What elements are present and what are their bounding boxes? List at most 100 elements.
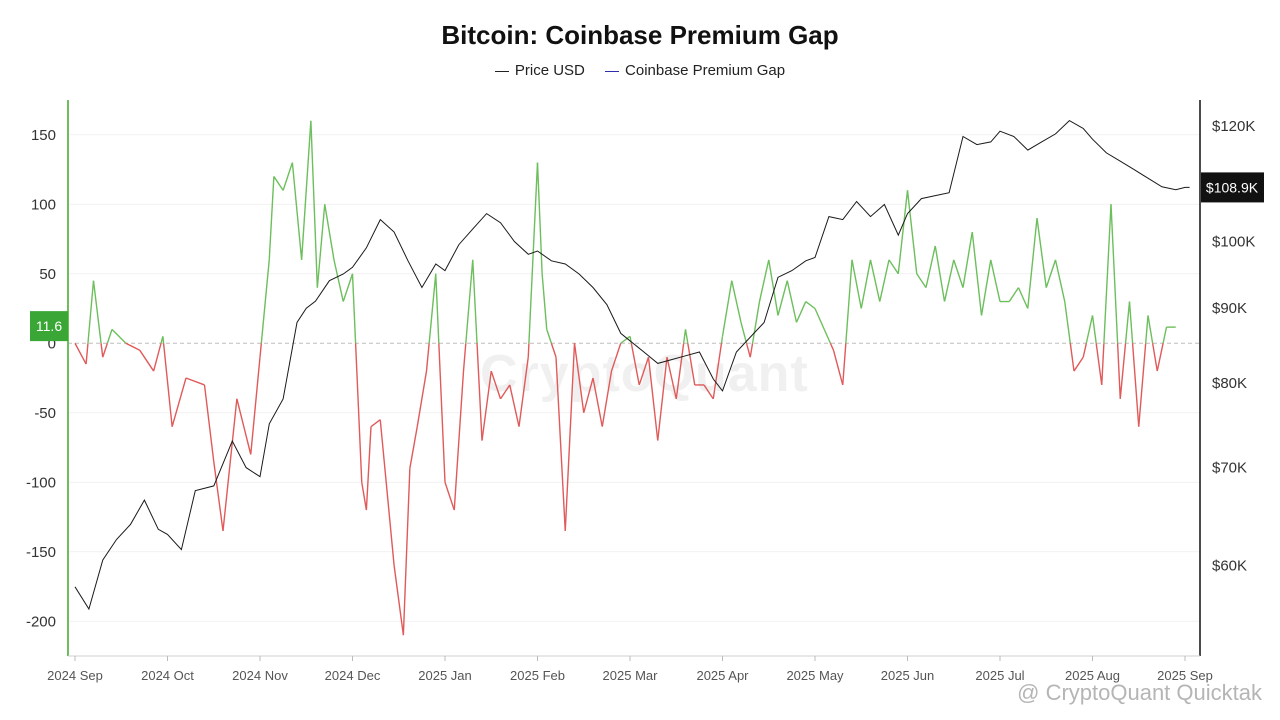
premium-segment [509,384,520,427]
premium-segment [260,259,270,344]
premium-segment [583,377,594,413]
premium-segment [1073,356,1084,372]
right-tick-label: $90K [1212,300,1247,317]
left-tick-label: -150 [26,544,56,561]
x-tick-label: 2025 Sep [1157,668,1213,683]
premium-segment [1101,343,1105,385]
premium-segment [518,357,529,427]
premium-segment [851,259,862,309]
premium-segment [541,273,548,330]
premium-segment [1091,315,1097,344]
premium-segment [361,482,368,511]
legend-swatch-premium [605,70,620,72]
current-premium-marker: 11.6 [30,311,68,342]
premium-segment [897,190,909,274]
premium-segment [1119,343,1127,399]
premium-segment [1036,218,1047,288]
premium-segment [980,259,992,316]
premium-segment [85,343,89,365]
right-tick-label: $70K [1212,460,1247,477]
premium-segment [333,259,344,302]
premium-segment [268,176,275,260]
premium-segment [402,468,411,636]
current-price-label: $108.9K [1206,179,1259,195]
premium-segment [365,426,372,511]
premium-segment [316,204,326,288]
legend-label-price: Price USD [514,62,585,79]
premium-segment [962,231,973,288]
premium-segment [1124,301,1131,344]
premium-segment [481,370,492,441]
left-tick-label: 50 [39,266,56,283]
premium-segment [573,343,585,413]
premium-segment [845,259,853,344]
premium-segment [416,370,428,427]
premium-segment [610,343,622,372]
premium-segment [916,273,927,289]
premium-segment [1156,343,1164,372]
premium-segment [162,343,173,427]
premium-segment [435,273,440,344]
legend-item-price[interactable]: Price USD [494,62,585,79]
watermark-bottom: @ CryptoQuant Quicktak [1017,680,1262,705]
premium-segment [1103,204,1112,344]
premium-segment [731,280,742,323]
premium-segment [1110,204,1119,344]
premium-segment [758,259,770,302]
x-tick-label: 2025 Apr [696,668,749,683]
premium-segment [1116,343,1121,399]
legend: Price USD Coinbase Premium Gap [0,62,1280,79]
premium-segment [125,342,141,351]
x-axis-ticks: 2024 Sep 2024 Oct 2024 Nov 2024 Dec 2025 Jan… [47,656,1213,683]
premium-segment [499,384,511,400]
x-tick-label: 2025 Mar [603,668,659,683]
premium-segment [291,162,303,260]
premium-segment [879,259,890,302]
right-tick-label: $120K [1212,118,1255,135]
premium-segment [1054,259,1066,302]
premium-series [74,120,1176,636]
premium-segment [324,204,335,260]
premium-segment [1095,343,1103,386]
premium-segment [934,245,946,302]
price-series-line [74,119,1190,611]
x-tick-label: 2025 Jun [881,668,935,683]
premium-segment [953,259,964,288]
premium-segment [657,357,668,441]
premium-segment [490,370,502,400]
x-tick-label: 2024 Dec [325,668,381,683]
x-tick-label: 2025 Jan [418,668,472,683]
legend-item-premium[interactable]: Coinbase Premium Gap [605,62,785,79]
x-tick-label: 2025 Feb [510,668,565,683]
watermark-center: CryptoQuant [480,345,809,403]
current-premium-badge [30,311,68,342]
premium-segment [1138,343,1147,427]
premium-segment [462,343,467,372]
premium-segment [236,398,252,455]
premium-segment [273,176,284,191]
premium-segment [647,357,659,441]
premium-segment [92,280,102,344]
premium-segment [1064,301,1071,344]
premium-segment [1069,343,1075,372]
premium-segment [444,482,455,511]
premium-segment [751,301,761,344]
premium-segment [814,308,825,330]
left-tick-label: 0 [48,335,56,352]
right-tick-label: $100K [1212,233,1255,250]
left-tick-label: -200 [26,613,56,630]
premium-segment [842,343,847,386]
premium-segment [906,190,918,274]
premium-segment [1085,315,1094,344]
premium-segment [250,357,261,455]
premium-segment [666,356,677,400]
premium-segment [74,342,87,365]
right-tick-label: $60K [1212,557,1247,574]
premium-segment [777,280,788,316]
premium-segment [100,343,104,358]
premium-segment [555,357,566,531]
premium-segment [259,343,263,358]
premium-segment [805,300,816,310]
premium-segment [925,245,936,288]
premium-segment [620,335,631,344]
